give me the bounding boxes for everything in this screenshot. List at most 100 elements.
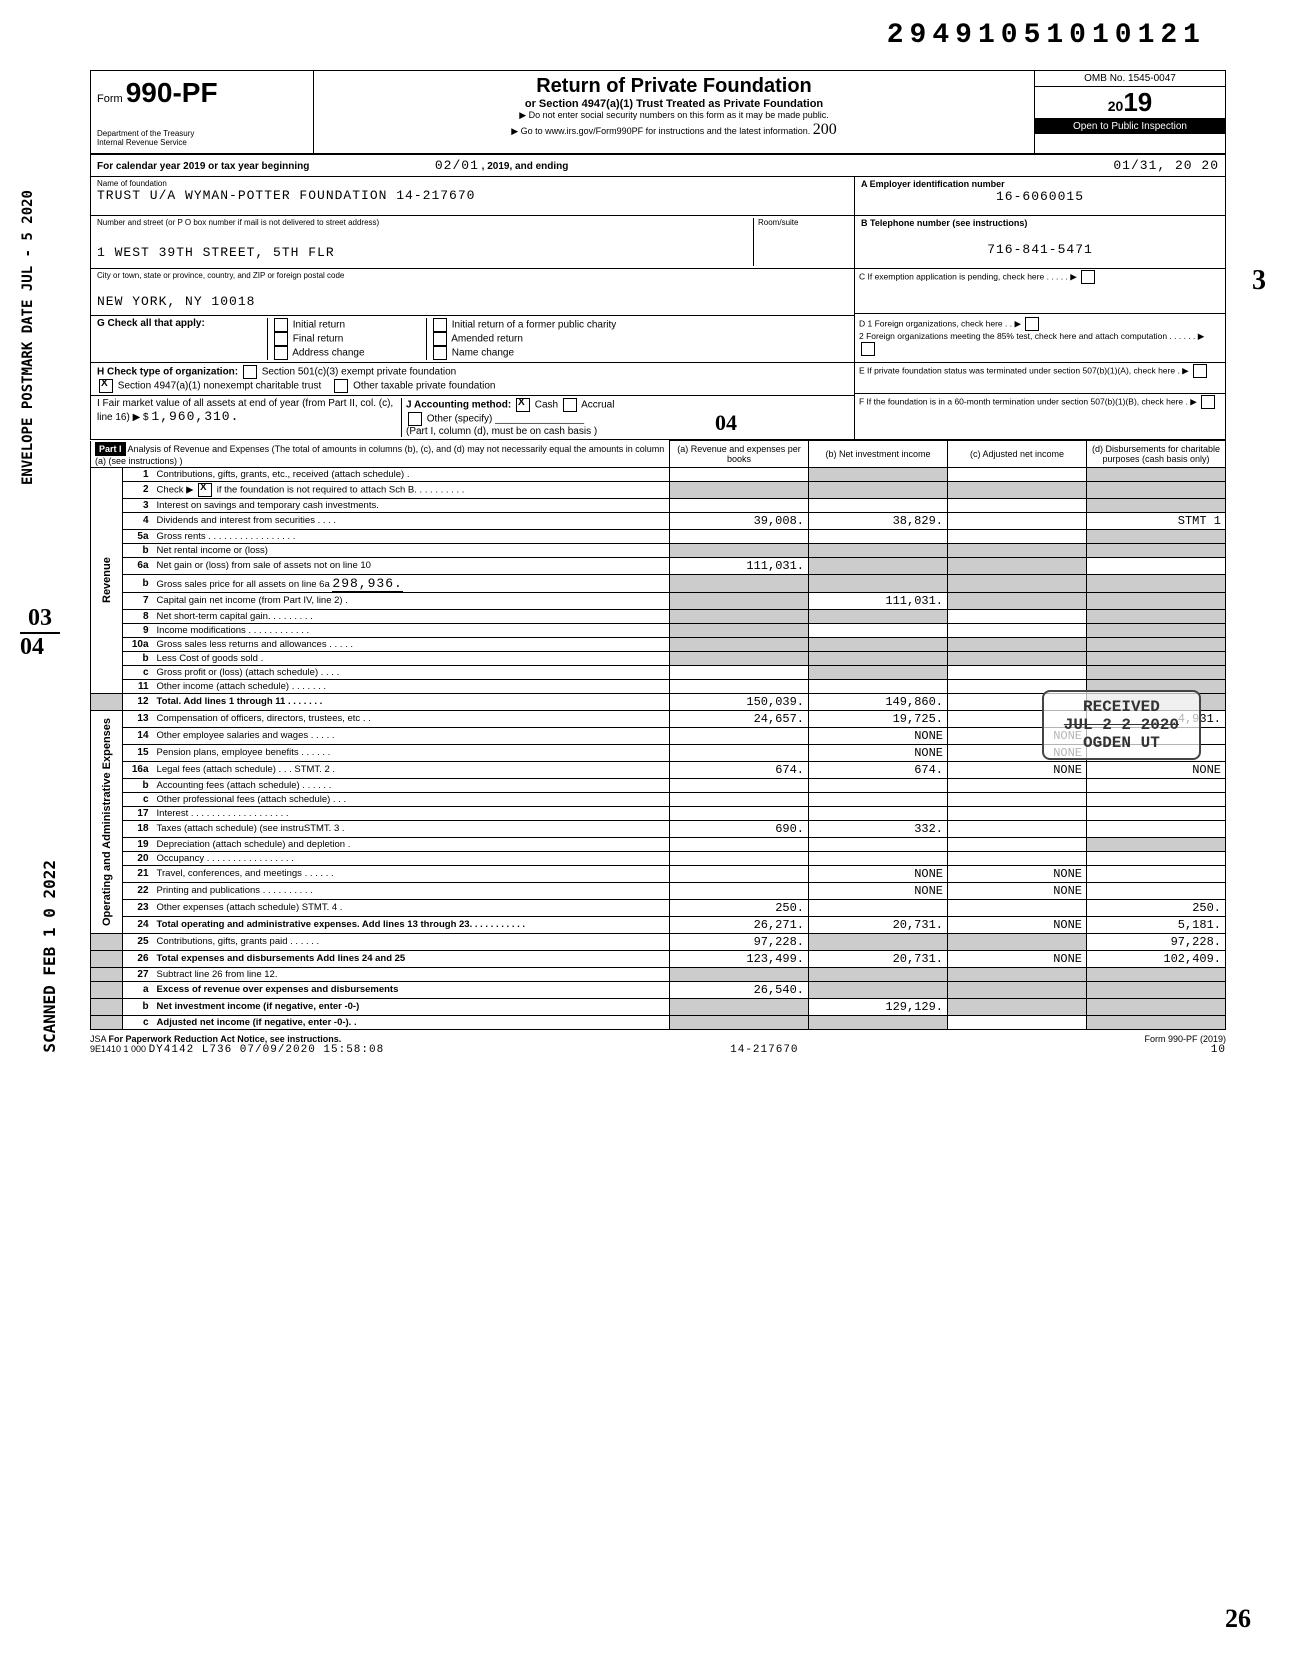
form-title: Return of Private Foundation (318, 75, 1030, 98)
form-number-box: Form 990-PF Department of the Treasury I… (91, 71, 314, 153)
initial-return-checkbox[interactable] (274, 318, 288, 332)
footer-paperwork: For Paperwork Reduction Act Notice, see … (109, 1034, 342, 1044)
line-14: Other employee salaries and wages . . . … (153, 727, 670, 744)
box-e-checkbox[interactable] (1193, 364, 1207, 378)
line-10c: Gross profit or (loss) (attach schedule)… (153, 665, 670, 679)
line-12-a: 150,039. (670, 693, 809, 710)
cash-checkbox[interactable] (516, 398, 530, 412)
fmv-label: I Fair market value of all assets at end… (97, 398, 393, 423)
initial-former-checkbox[interactable] (433, 318, 447, 332)
line-16c: Other professional fees (attach schedule… (153, 792, 670, 806)
omb-number: OMB No. 1545-0047 (1035, 71, 1225, 87)
footer-jsa: JSA (90, 1034, 106, 1044)
final-return-checkbox[interactable] (274, 332, 288, 346)
city-value: NEW YORK, NY 10018 (97, 294, 848, 309)
other-method-checkbox[interactable] (408, 412, 422, 426)
scanned-stamp: SCANNED FEB 1 0 2022 (40, 860, 59, 1053)
address-change-checkbox[interactable] (274, 346, 288, 360)
box-c-checkbox[interactable] (1081, 270, 1095, 284)
line-27a-a: 26,540. (670, 981, 809, 998)
other-taxable-checkbox[interactable] (334, 379, 348, 393)
line-24: Total operating and administrative expen… (157, 919, 525, 930)
line-24-d: 5,181. (1087, 916, 1226, 933)
sec4947-checkbox[interactable] (99, 379, 113, 393)
fmv-value: 1,960,310. (151, 409, 239, 424)
line-10a: Gross sales less returns and allowances … (153, 637, 670, 651)
line-23-d: 250. (1087, 899, 1226, 916)
hand-annotation-04: 04 (715, 410, 737, 436)
line-2a: Check ▶ (157, 484, 194, 495)
line-21-b: NONE (809, 865, 948, 882)
line-11: Other income (attach schedule) . . . . .… (153, 679, 670, 693)
footer: JSA For Paperwork Reduction Act Notice, … (90, 1034, 1226, 1056)
footer-form: Form 990-PF (2019) (1144, 1034, 1226, 1044)
line-24-a: 26,271. (670, 916, 809, 933)
box-d2: 2 Foreign organizations meeting the 85% … (859, 331, 1204, 341)
name-label: Name of foundation (97, 179, 848, 188)
footer-page: 10 (1211, 1044, 1226, 1056)
line-27a: Excess of revenue over expenses and disb… (157, 984, 399, 995)
room-label: Room/suite (758, 218, 848, 227)
accrual-checkbox[interactable] (563, 398, 577, 412)
line-16a-d: NONE (1087, 761, 1226, 778)
line-26-b: 20,731. (809, 950, 948, 967)
box-d1: D 1 Foreign organizations, check here . … (859, 318, 1021, 328)
line-25: Contributions, gifts, grants paid . . . … (153, 933, 670, 950)
line-14-b: NONE (809, 727, 948, 744)
name-change-checkbox[interactable] (433, 346, 447, 360)
irs-label: Internal Revenue Service (97, 138, 307, 147)
j-note: (Part I, column (d), must be on cash bas… (406, 426, 597, 437)
form-year-box: OMB No. 1545-0047 2019 Open to Public In… (1034, 71, 1225, 153)
line-16a-c: NONE (948, 761, 1087, 778)
cal-year-label: For calendar year 2019 or tax year begin… (97, 161, 309, 172)
line-26: Total expenses and disbursements Add lin… (157, 953, 406, 964)
line-24-b: 20,731. (809, 916, 948, 933)
sec501-checkbox[interactable] (243, 365, 257, 379)
col-d-header: (d) Disbursements for charitable purpose… (1087, 441, 1226, 468)
initial-return-label: Initial return (293, 320, 345, 331)
section-i-j: I Fair market value of all assets at end… (91, 396, 854, 439)
address-label: Number and street (or P O box number if … (97, 218, 753, 227)
footer-mid: 14-217670 (730, 1044, 798, 1056)
line-13-b: 19,725. (809, 710, 948, 727)
line-20: Occupancy . . . . . . . . . . . . . . . … (153, 851, 670, 865)
box-f-checkbox[interactable] (1201, 395, 1215, 409)
col-b-header: (b) Net investment income (809, 441, 948, 468)
line-13-a: 24,657. (670, 710, 809, 727)
line-5a: Gross rents . . . . . . . . . . . . . . … (153, 529, 670, 543)
line-2-checkbox[interactable] (198, 483, 212, 497)
city-label: City or town, state or province, country… (97, 271, 848, 280)
part1-header: Part I (95, 442, 126, 456)
line-6a-a: 111,031. (670, 557, 809, 574)
j-label: J Accounting method: (406, 400, 511, 411)
ein-value: 16-6060015 (861, 189, 1219, 204)
line-26-c: NONE (948, 950, 1087, 967)
fraction-bottom: 04 (20, 634, 44, 660)
amended-return-checkbox[interactable] (433, 332, 447, 346)
line-26-d: 102,409. (1087, 950, 1226, 967)
line-16a: Legal fees (attach schedule) . . . STMT.… (153, 761, 670, 778)
sec501-label: Section 501(c)(3) exempt private foundat… (262, 367, 457, 378)
line-25-d: 97,228. (1087, 933, 1226, 950)
box-d1-checkbox[interactable] (1025, 317, 1039, 331)
box-d2-checkbox[interactable] (861, 342, 875, 356)
other-taxable-label: Other taxable private foundation (353, 381, 495, 392)
line-4-a: 39,008. (670, 512, 809, 529)
form-title-block: Return of Private Foundation or Section … (314, 71, 1034, 153)
line-27c: Adjusted net income (if negative, enter … (157, 1017, 357, 1028)
line-7: Capital gain net income (from Part IV, l… (153, 592, 670, 609)
line-22-b: NONE (809, 882, 948, 899)
line-12: Total. Add lines 1 through 11 . . . . . … (157, 696, 323, 707)
line-6b: Gross sales price for all assets on line… (157, 579, 330, 590)
line-9: Income modifications . . . . . . . . . .… (153, 623, 670, 637)
hand-annotation-26: 26 (1225, 1604, 1251, 1634)
operating-side-label: Operating and Administrative Expenses (91, 710, 123, 933)
form-header: Form 990-PF Department of the Treasury I… (90, 70, 1226, 155)
line-24-c: NONE (948, 916, 1087, 933)
line-27b: Net investment income (if negative, ente… (157, 1001, 360, 1012)
foundation-name: TRUST U/A WYMAN-POTTER FOUNDATION 14-217… (97, 188, 848, 203)
public-inspection: Open to Public Inspection (1035, 119, 1225, 134)
line-23: Other expenses (attach schedule) STMT. 4… (153, 899, 670, 916)
calendar-year-row: For calendar year 2019 or tax year begin… (91, 155, 1225, 177)
line-18-a: 690. (670, 820, 809, 837)
